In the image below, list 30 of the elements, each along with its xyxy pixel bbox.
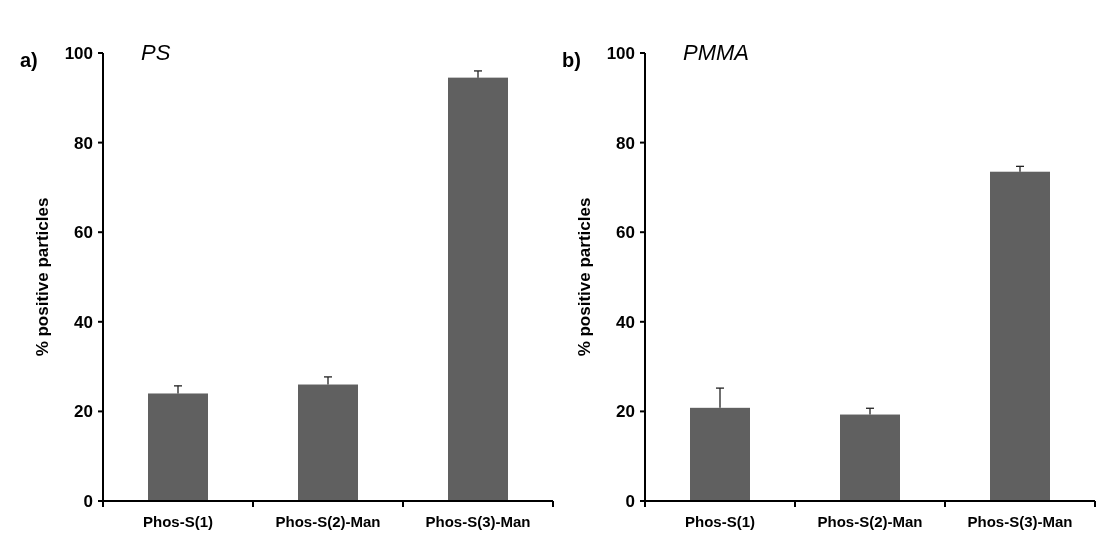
y-tick-label: 0 [625, 491, 635, 511]
x-tick-label: Phos-S(3)-Man [967, 513, 1073, 530]
x-tick-label: Phos-S(3)-Man [425, 513, 531, 530]
y-tick-label: 20 [74, 402, 93, 422]
y-tick-label: 60 [616, 223, 635, 243]
x-tick-label: Phos-S(1) [142, 513, 214, 530]
y-tick-label: 60 [74, 223, 93, 243]
y-tick-label: 100 [64, 43, 93, 63]
y-axis-title: % positive particles [33, 197, 52, 357]
y-tick-label: 40 [74, 312, 93, 332]
y-axis-title: % positive particles [575, 197, 594, 357]
x-tick-label: Phos-S(2)-Man [817, 513, 923, 530]
bar [690, 407, 750, 501]
bar [298, 384, 358, 501]
bar [840, 414, 900, 501]
chart-title: PMMA [683, 40, 749, 65]
y-tick-label: 0 [83, 491, 93, 511]
bar [448, 77, 508, 501]
text: b) [562, 49, 581, 71]
chart-title: PS [141, 40, 171, 65]
x-tick-label: Phos-S(2)-Man [275, 513, 381, 530]
y-tick-label: 80 [616, 133, 635, 153]
y-tick-label: 100 [606, 43, 635, 63]
y-tick-label: 40 [616, 312, 635, 332]
y-tick-label: 20 [616, 402, 635, 422]
text: a) [20, 49, 38, 71]
bar [148, 393, 208, 501]
y-tick-label: 80 [74, 133, 93, 153]
bar [990, 171, 1050, 501]
x-tick-label: Phos-S(1) [684, 513, 756, 530]
